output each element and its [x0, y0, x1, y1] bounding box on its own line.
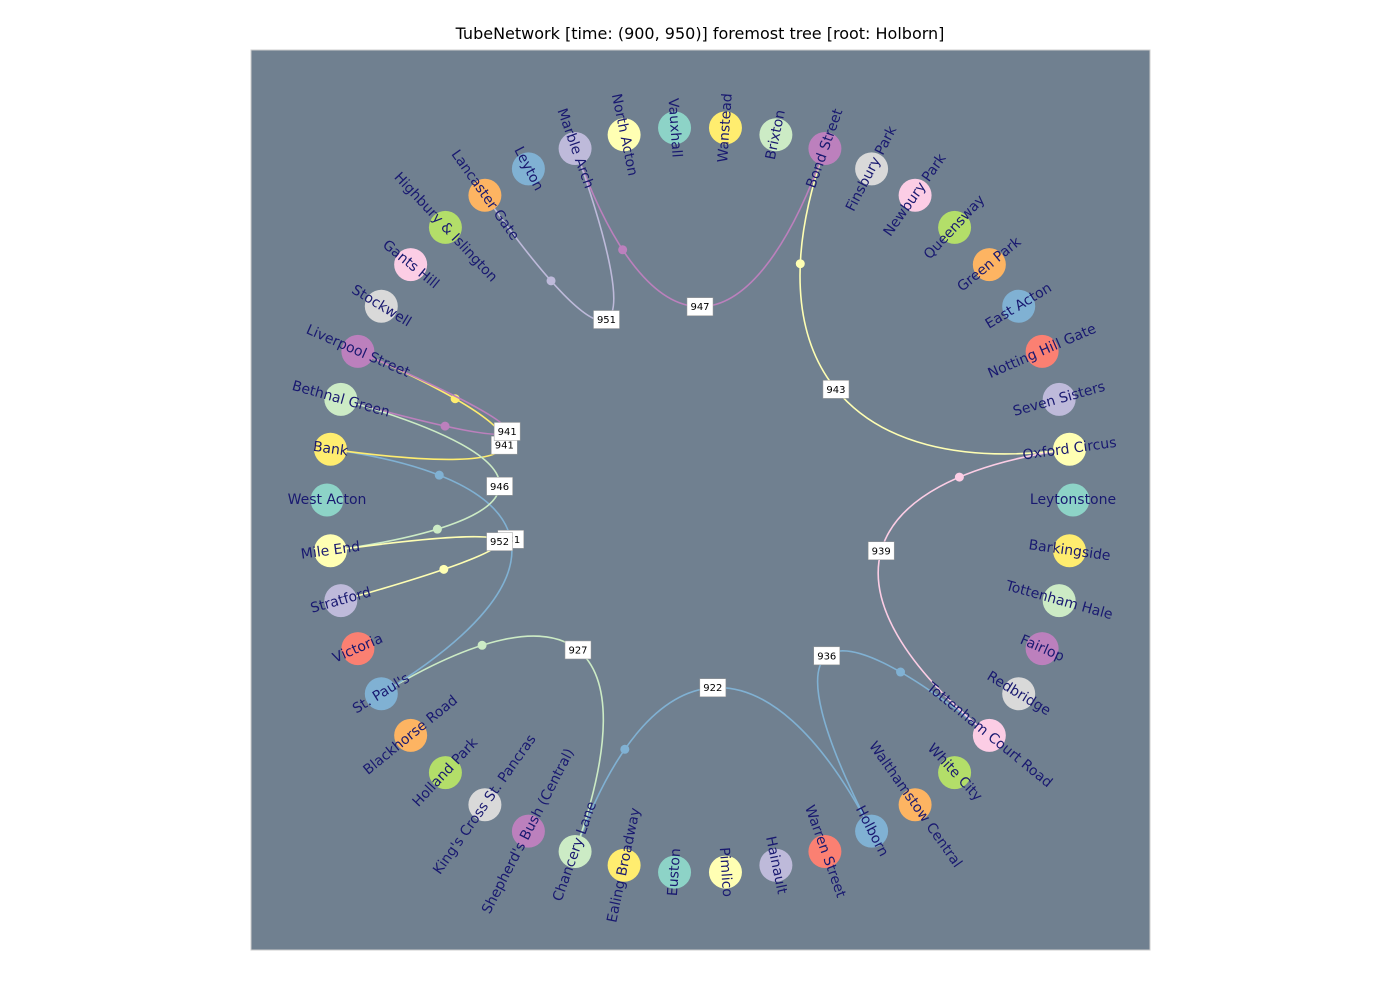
node-chancery-lane: [558, 834, 592, 868]
node-queensway: [938, 210, 972, 244]
edge-head-marker: [618, 245, 628, 255]
svg-text:946: 946: [490, 482, 509, 493]
node-west-acton: [310, 483, 344, 517]
node-label-leytonstone: Leytonstone: [1030, 492, 1116, 508]
svg-text:952: 952: [490, 537, 509, 548]
node-euston: [658, 855, 692, 889]
node-brixton: [759, 118, 793, 152]
node-notting-hill-gate: [1025, 334, 1059, 368]
node-walthamstow-central: [898, 788, 932, 822]
edges-layer: 922936927931939941943941946947951952: [330, 148, 1070, 852]
edge-head-marker: [440, 421, 450, 431]
node-oxford-circus: [1053, 432, 1087, 466]
edge-time-label: 951: [593, 310, 620, 329]
edge-head-marker: [432, 524, 442, 534]
node-label-west-acton: West Acton: [288, 492, 367, 508]
node-barkingside: [1053, 534, 1087, 568]
node-north-acton: [607, 118, 641, 152]
svg-text:927: 927: [568, 645, 587, 656]
node-marble-arch: [558, 132, 592, 166]
node-liverpool-street: [341, 334, 375, 368]
edge-head-marker: [477, 640, 487, 650]
edge-head-marker: [954, 472, 964, 482]
node-label-vauxhall: Vauxhall: [665, 98, 685, 158]
node-mile-end: [313, 534, 347, 568]
node-stratford: [324, 584, 358, 618]
svg-text:941: 941: [495, 441, 514, 452]
nodes-layer: [310, 111, 1090, 889]
node-white-city: [938, 756, 972, 790]
node-bond-street: [808, 132, 842, 166]
node-hainault: [759, 848, 793, 882]
edge-time-label: 936: [813, 646, 841, 666]
svg-text:936: 936: [817, 651, 836, 662]
node-seven-sisters: [1042, 382, 1076, 416]
node-tottenham-hale: [1042, 584, 1076, 618]
svg-text:951: 951: [597, 315, 616, 326]
svg-text:943: 943: [826, 385, 845, 396]
node-stockwell: [364, 289, 398, 323]
edge-time-label: 939: [867, 541, 895, 561]
edge-time-label: 947: [686, 297, 714, 316]
node-st-paul-s: [364, 677, 398, 711]
edge-head-marker: [896, 667, 906, 677]
node-holland-park: [428, 756, 462, 790]
node-green-park: [972, 248, 1006, 282]
edge-head-marker: [546, 276, 556, 286]
svg-text:922: 922: [703, 683, 722, 694]
node-finsbury-park: [855, 152, 889, 186]
node-ealing-broadway: [607, 848, 641, 882]
node-label-euston: Euston: [665, 848, 684, 897]
node-bethnal-green: [324, 382, 358, 416]
node-bank: [313, 432, 347, 466]
node-wanstead: [708, 111, 742, 145]
node-victoria: [341, 632, 375, 666]
node-blackhorse-road: [394, 718, 428, 752]
plot-background: [250, 49, 1151, 951]
node-highbury-islington: [428, 210, 462, 244]
node-holborn: [855, 814, 889, 848]
node-redbridge: [1002, 677, 1036, 711]
node-warren-street: [808, 834, 842, 868]
node-gants-hill: [394, 248, 428, 282]
node-leyton: [511, 152, 545, 186]
edge-time-label: 946: [486, 477, 513, 496]
edge-head-marker: [439, 564, 449, 574]
node-leytonstone: [1056, 483, 1090, 517]
edge-head-marker: [620, 744, 630, 754]
node-label-wanstead: Wanstead: [715, 93, 736, 163]
chart-title: TubeNetwork [time: (900, 950)] foremost …: [455, 24, 945, 43]
node-shepherd-s-bush-central: [511, 814, 545, 848]
svg-text:941: 941: [498, 427, 517, 438]
node-vauxhall: [658, 111, 692, 145]
edge-head-marker: [434, 470, 444, 480]
edge-time-label: 941: [493, 422, 521, 441]
edge-time-label: 927: [564, 640, 592, 660]
edge-time-label: 952: [486, 532, 513, 551]
node-label-pimlico: Pimlico: [716, 847, 735, 898]
node-fairlop: [1025, 632, 1059, 666]
svg-text:939: 939: [872, 546, 891, 557]
svg-text:947: 947: [690, 302, 709, 313]
node-newbury-park: [898, 178, 932, 212]
node-tottenham-court-road: [972, 718, 1006, 752]
node-label-bank: Bank: [312, 439, 350, 460]
node-east-acton: [1002, 289, 1036, 323]
edge-time-label: 943: [822, 380, 850, 399]
node-pimlico: [708, 855, 742, 889]
edge-head-marker: [795, 259, 805, 269]
edge-time-label: 922: [699, 678, 727, 697]
node-lancaster-gate: [468, 178, 502, 212]
node-king-s-cross-st-pancras: [468, 788, 502, 822]
